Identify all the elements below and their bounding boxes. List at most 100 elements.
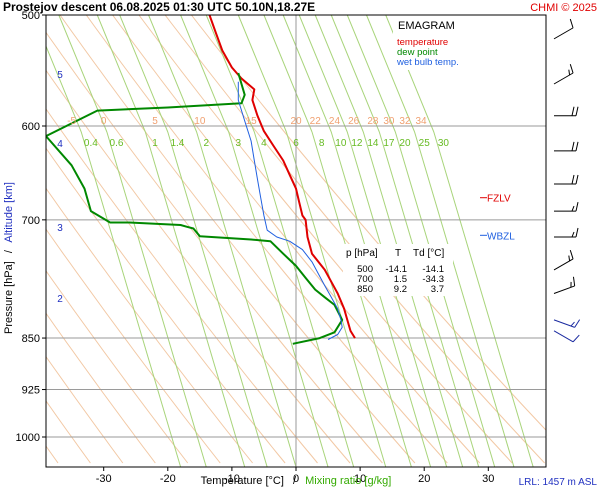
- x-axis-title: Temperature [°C] / Mixing ratio [g/kg]: [201, 475, 392, 487]
- wind-barb-shaft: [553, 27, 574, 40]
- mixing-ratio-line: [58, 15, 108, 133]
- mixing-ratio-label: 2: [203, 138, 209, 149]
- isotherm-label: -5: [67, 116, 76, 127]
- mixing-ratio-line: [394, 131, 496, 467]
- wind-barb-feather: [571, 231, 575, 238]
- table-row-700-td: -34.3: [422, 274, 444, 285]
- wind-barb: [553, 249, 574, 271]
- isotherm-label: 32: [399, 116, 411, 127]
- wind-barb-feather: [571, 174, 575, 185]
- mixing-ratio-label: 3: [236, 138, 242, 149]
- altitude-label: 5: [57, 70, 63, 81]
- pressure-tick-label: 850: [22, 333, 40, 345]
- wind-barb: [553, 64, 574, 85]
- mixing-ratio-line: [346, 15, 396, 133]
- mixing-ratio-line: [298, 15, 348, 133]
- isotherm-label: 15: [246, 116, 258, 127]
- wind-barb-feather: [569, 18, 574, 29]
- wind-barb-feather: [568, 255, 571, 261]
- temperature-tick-label: 30: [482, 473, 494, 485]
- mixing-ratio-line: [46, 44, 82, 133]
- temperature-tick-label: 10: [354, 473, 366, 485]
- isotherm-line: [191, 15, 546, 431]
- mixing-ratio-line: [253, 131, 355, 467]
- altitude-label: 4: [57, 139, 63, 150]
- mixing-ratio-line: [346, 131, 448, 467]
- wind-barb-feather: [574, 319, 581, 328]
- mixing-ratio-label: 4: [261, 138, 267, 149]
- mixing-ratio-line: [330, 131, 432, 467]
- series-wet-bulb-temp-line: [237, 81, 343, 340]
- table-header-t: T: [395, 248, 401, 259]
- wind-barb: [554, 141, 579, 152]
- mixing-ratio-line: [414, 131, 515, 467]
- mixing-ratio-label: 17: [383, 138, 395, 149]
- copyright: CHMI © 2025: [530, 2, 597, 14]
- mixing-ratio-line: [119, 15, 169, 133]
- table-row-850-td: 3.7: [431, 284, 444, 295]
- sounding-series: [46, 15, 356, 345]
- mixing-ratio-label: 6: [293, 138, 299, 149]
- isotherm-labels: -5 0 5 10 15 20 22 24 26 28 30 32 34: [67, 116, 427, 127]
- mixing-ratio-line: [378, 131, 480, 467]
- isotherm-label: 34: [415, 116, 427, 127]
- mixing-ratio-label: 14: [367, 138, 379, 149]
- wind-barb-feather: [575, 106, 579, 116]
- mixing-ratio-line: [282, 15, 332, 133]
- pressure-tick-label: 600: [22, 121, 40, 133]
- wind-barbs: [553, 18, 581, 343]
- wind-barb-feather: [572, 334, 580, 343]
- mixing-ratio-line: [96, 15, 146, 133]
- wind-barb-feather: [575, 201, 579, 212]
- pressure-tick-label: 500: [22, 10, 40, 22]
- wind-barb-feather: [568, 69, 571, 76]
- mixing-ratio-label: 1: [152, 138, 158, 149]
- temperature-tick-label: 20: [418, 473, 430, 485]
- isotherm-label: 20: [290, 116, 302, 127]
- mixing-ratio-label: 25: [419, 138, 431, 149]
- pressure-tick-label: 925: [22, 385, 40, 397]
- legend-wet-bulb: wet bulb temp.: [396, 57, 459, 68]
- mixing-ratio-line: [237, 15, 287, 133]
- isotherm-label: 26: [348, 116, 360, 127]
- legend-box: [393, 17, 496, 70]
- wind-barb: [553, 276, 576, 294]
- mixing-ratio-line: [263, 15, 313, 133]
- mixing-ratio-line: [180, 15, 230, 133]
- wind-barb-shaft: [553, 330, 574, 343]
- isotherm-label: 10: [194, 116, 206, 127]
- series-temperature-line: [208, 15, 356, 339]
- wind-barb-shaft: [553, 319, 575, 328]
- mixing-ratio-label: 0.4: [84, 138, 98, 149]
- x-axis-title-temperature: Temperature [°C]: [201, 475, 284, 487]
- marker-fzlv-label: FZLV: [487, 194, 511, 205]
- isotherm-label: 28: [367, 116, 379, 127]
- temperature-tick-label: 0: [293, 473, 299, 485]
- temperature-ticks: -30 -20 -10 0 10 20 30: [96, 467, 494, 485]
- wind-barb-shaft: [553, 285, 575, 294]
- isotherm-line: [164, 15, 545, 464]
- isotherm-line: [46, 312, 156, 464]
- y-axis-title-separator: /: [3, 249, 15, 253]
- wind-barb: [554, 106, 579, 117]
- table-row-700-t: 1.5: [394, 274, 407, 285]
- table-row-500-td: -14.1: [422, 264, 444, 275]
- mixing-ratio-line: [205, 15, 255, 133]
- mixing-ratio-label: 1.4: [170, 138, 184, 149]
- table-row-500-t: -14.1: [385, 264, 407, 275]
- isotherm-label: 0: [101, 116, 107, 127]
- table-row-500-p: 500: [357, 264, 373, 275]
- mixing-ratio-label: 30: [438, 138, 450, 149]
- mixing-ratio-line: [366, 15, 416, 133]
- isotherm-label: 5: [152, 116, 158, 127]
- level-markers: FZLV WBZL: [480, 194, 515, 242]
- y-axis-title-pressure: Pressure [hPa]: [3, 261, 15, 334]
- levels-table-box: [343, 244, 453, 296]
- levels-table: p [hPa] T Td [°C] 500 -14.1 -14.1 700 1.…: [343, 244, 453, 296]
- wind-barb: [553, 18, 574, 40]
- mixing-ratio-line: [196, 131, 297, 467]
- mixing-ratio-line: [330, 15, 380, 133]
- mixing-ratio-line: [148, 15, 198, 133]
- mixing-ratio-line: [362, 131, 464, 467]
